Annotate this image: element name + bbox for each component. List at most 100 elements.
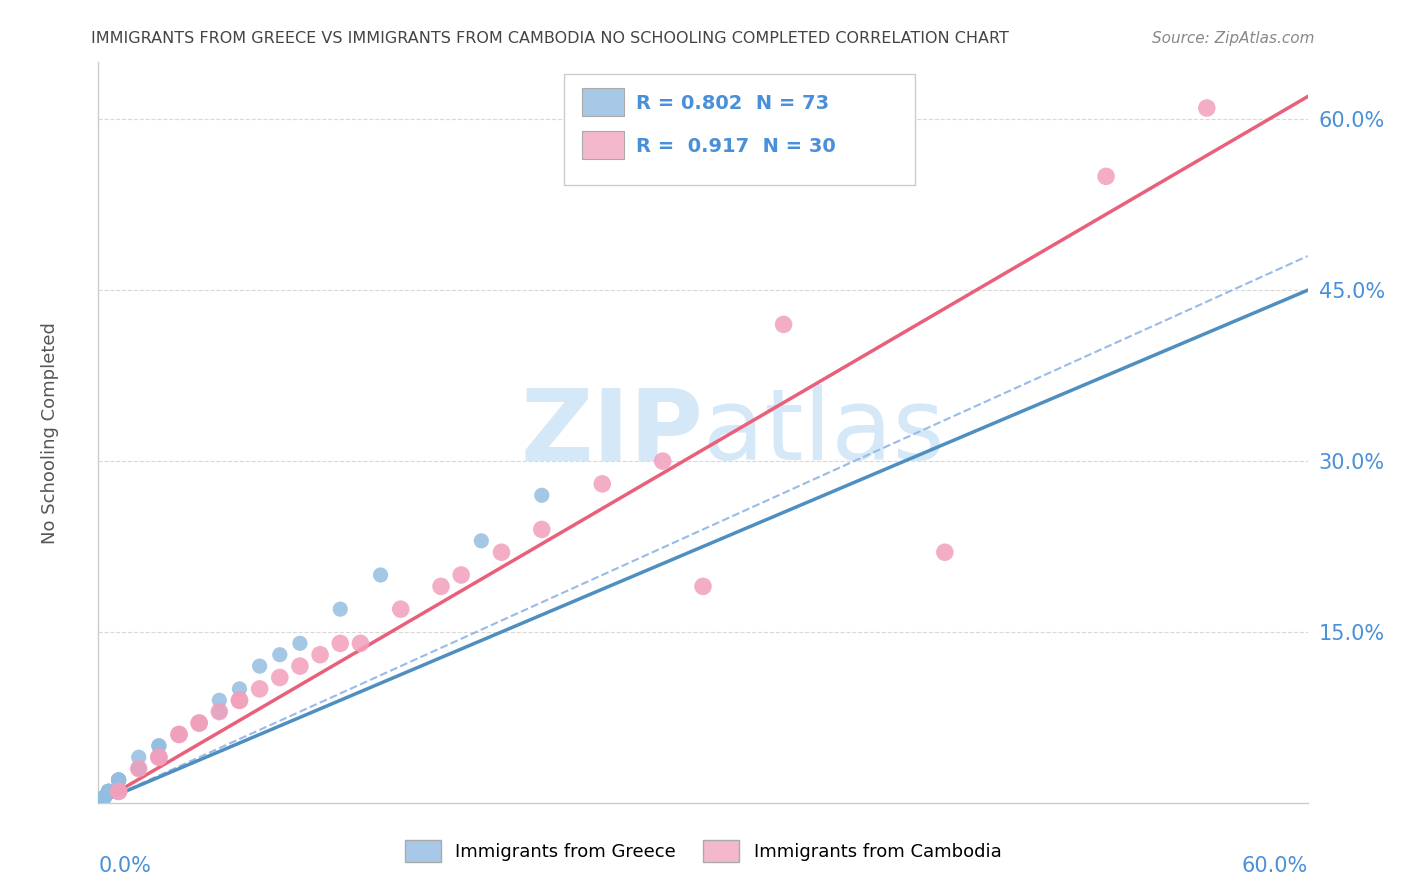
Point	[97, 784, 120, 798]
Point	[89, 793, 111, 807]
Point	[288, 659, 311, 673]
Point	[309, 648, 332, 662]
Point	[89, 795, 111, 809]
Point	[107, 772, 129, 787]
Point	[288, 636, 311, 650]
Point	[148, 739, 170, 753]
Point	[97, 784, 120, 798]
Point	[430, 579, 453, 593]
Point	[167, 727, 190, 741]
Point	[107, 772, 129, 787]
Point	[228, 681, 250, 696]
Point	[370, 568, 392, 582]
Point	[93, 790, 115, 805]
Point	[128, 750, 150, 764]
Point	[249, 681, 271, 696]
Point	[167, 727, 190, 741]
Point	[772, 318, 794, 332]
Point	[89, 795, 111, 809]
Text: 0.0%: 0.0%	[98, 856, 152, 876]
Text: R = 0.802  N = 73: R = 0.802 N = 73	[637, 94, 830, 112]
Point	[91, 792, 114, 806]
Text: ZIP: ZIP	[520, 384, 703, 481]
Point	[89, 793, 111, 807]
Point	[128, 762, 150, 776]
Point	[93, 790, 115, 805]
Point	[89, 793, 111, 807]
Point	[148, 739, 170, 753]
Point	[93, 790, 115, 805]
Text: No Schooling Completed: No Schooling Completed	[41, 322, 59, 543]
Point	[91, 792, 114, 806]
Point	[89, 793, 111, 807]
Point	[188, 716, 211, 731]
Text: 60.0%: 60.0%	[1241, 856, 1308, 876]
Text: atlas: atlas	[703, 384, 945, 481]
Point	[148, 750, 170, 764]
Point	[89, 793, 111, 807]
Point	[89, 795, 111, 809]
Point	[128, 762, 150, 776]
Point	[107, 772, 129, 787]
Point	[97, 784, 120, 798]
Point	[89, 793, 111, 807]
Point	[450, 568, 472, 582]
Point	[128, 762, 150, 776]
Point	[692, 579, 714, 593]
Point	[1095, 169, 1118, 184]
Point	[188, 716, 211, 731]
FancyBboxPatch shape	[582, 130, 624, 159]
Point	[188, 716, 211, 731]
Text: Source: ZipAtlas.com: Source: ZipAtlas.com	[1152, 31, 1315, 46]
Point	[107, 772, 129, 787]
Point	[228, 693, 250, 707]
FancyBboxPatch shape	[564, 73, 915, 185]
Point	[128, 762, 150, 776]
Point	[470, 533, 492, 548]
Point	[491, 545, 513, 559]
Point	[89, 793, 111, 807]
Point	[89, 795, 111, 809]
Legend: Immigrants from Greece, Immigrants from Cambodia: Immigrants from Greece, Immigrants from …	[398, 833, 1008, 870]
Point	[89, 795, 111, 809]
Point	[89, 793, 111, 807]
Point	[208, 693, 231, 707]
Text: IMMIGRANTS FROM GREECE VS IMMIGRANTS FROM CAMBODIA NO SCHOOLING COMPLETED CORREL: IMMIGRANTS FROM GREECE VS IMMIGRANTS FRO…	[91, 31, 1010, 46]
Point	[329, 602, 352, 616]
Point	[89, 795, 111, 809]
Point	[89, 795, 111, 809]
Point	[208, 705, 231, 719]
Point	[651, 454, 673, 468]
Point	[530, 488, 553, 502]
Point	[228, 693, 250, 707]
Point	[89, 793, 111, 807]
Point	[93, 790, 115, 805]
Text: R =  0.917  N = 30: R = 0.917 N = 30	[637, 136, 837, 155]
FancyBboxPatch shape	[582, 88, 624, 117]
Point	[188, 716, 211, 731]
Point	[89, 793, 111, 807]
Point	[89, 793, 111, 807]
Point	[148, 750, 170, 764]
Point	[97, 784, 120, 798]
Point	[208, 705, 231, 719]
Point	[249, 659, 271, 673]
Point	[93, 790, 115, 805]
Point	[89, 795, 111, 809]
Point	[97, 784, 120, 798]
Point	[591, 476, 613, 491]
Point	[91, 792, 114, 806]
Point	[389, 602, 412, 616]
Point	[89, 793, 111, 807]
Point	[91, 792, 114, 806]
Point	[91, 792, 114, 806]
Point	[167, 727, 190, 741]
Point	[89, 795, 111, 809]
Point	[934, 545, 956, 559]
Point	[167, 727, 190, 741]
Point	[89, 793, 111, 807]
Point	[97, 784, 120, 798]
Point	[107, 784, 129, 798]
Point	[107, 784, 129, 798]
Point	[148, 750, 170, 764]
